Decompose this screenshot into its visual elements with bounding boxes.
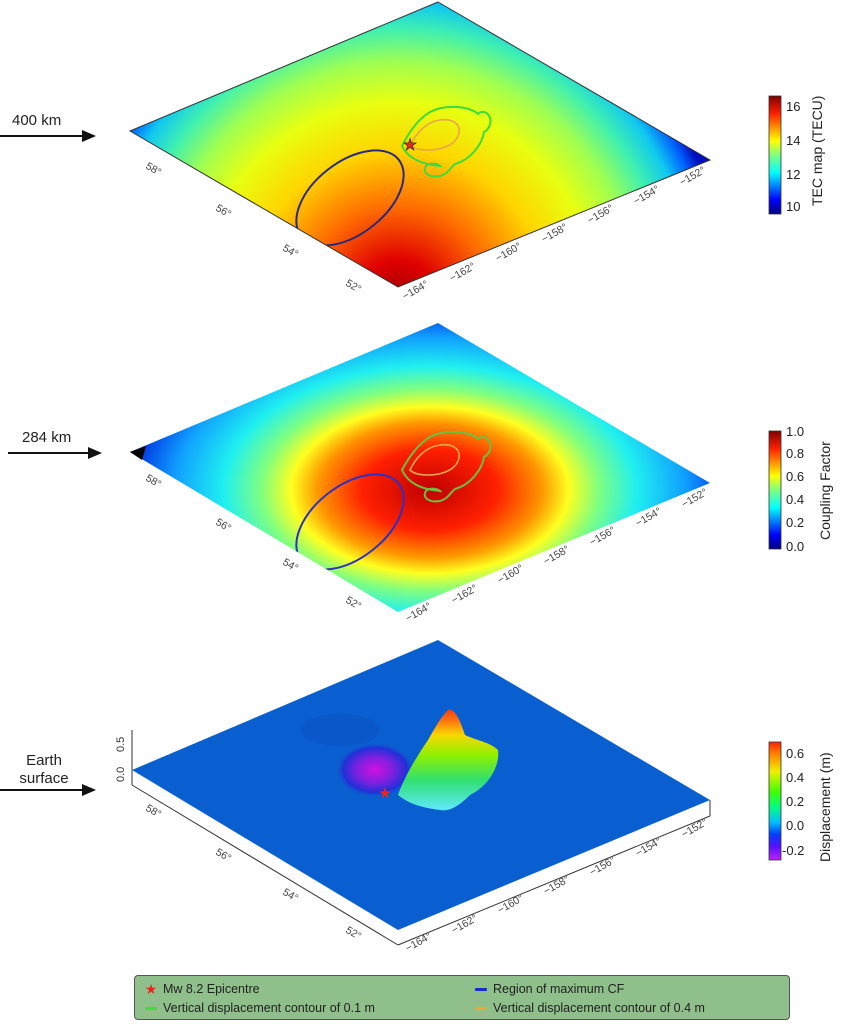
subsidence-region [333,740,417,800]
svg-text:58°: 58° [144,160,164,178]
svg-text:−160°: −160° [496,892,526,916]
svg-text:1.0: 1.0 [786,424,804,439]
layer-label-400km: 400 km [12,112,62,129]
contour-0-1m [400,106,492,178]
svg-text:−162°: −162° [450,912,480,936]
legend-item-contour-0-1: Vertical displacement contour of 0.1 m [139,1000,375,1016]
svg-text:−152°: −152° [680,816,710,840]
red-star-icon: ★ [144,980,158,997]
displacement-colorbar: -0.2 0.0 0.2 0.4 0.6 Displacement (m) [768,741,833,862]
svg-text:0.2: 0.2 [786,515,804,530]
svg-text:56°: 56° [214,202,234,220]
tec-map-panel: ★ [128,1,712,288]
coupling-factor-surface [130,323,710,612]
epicentre-star-icon: ★ [403,137,417,154]
legend: ★ Mw 8.2 Epicentre Region of maximum CF … [134,975,790,1020]
svg-text:56°: 56° [214,846,234,864]
svg-text:52°: 52° [344,277,364,295]
green-line-icon [139,1006,163,1010]
svg-text:0.0: 0.0 [786,818,804,833]
svg-text:54°: 54° [281,242,301,260]
svg-text:10: 10 [786,199,800,214]
svg-text:−156°: −156° [588,854,618,878]
layer-label-earth-surface: Earth surface [19,752,69,787]
svg-text:−154°: −154° [634,835,664,859]
svg-text:−164°: −164° [404,930,434,954]
legend-item-epicentre: ★ Mw 8.2 Epicentre [139,981,260,997]
svg-text:0.4: 0.4 [786,492,804,507]
svg-text:54°: 54° [281,556,301,574]
arrow-icon [88,447,102,459]
svg-text:12: 12 [786,167,800,182]
layer-arrows [0,130,102,796]
contour-0-1m [400,431,492,503]
svg-text:0.6: 0.6 [786,469,804,484]
svg-text:−158°: −158° [542,873,572,897]
arrow-icon [82,784,96,796]
coupling-colorbar-title: Coupling Factor [817,441,833,540]
orange-line-icon [469,1006,493,1010]
svg-text:56°: 56° [214,516,234,534]
svg-text:58°: 58° [144,802,164,820]
svg-text:58°: 58° [144,472,164,490]
svg-text:52°: 52° [344,924,364,942]
layer-label-284km: 284 km [22,429,72,446]
svg-text:54°: 54° [281,886,301,904]
blue-line-icon [469,987,493,991]
tec-colorbar-title: TEC map (TECU) [809,96,825,206]
legend-item-max-cf: Region of maximum CF [469,981,624,997]
epicentre-star-icon: ★ [378,785,391,802]
svg-text:14: 14 [786,133,800,148]
contour-0-4m [409,443,460,476]
displacement-panel: ★ 0.0 0.5 [115,640,711,946]
svg-text:0.0: 0.0 [786,539,804,554]
z-tick-0: 0.0 [115,767,127,782]
uplift-peak [398,709,499,811]
svg-text:0.6: 0.6 [786,746,804,761]
z-tick-1: 0.5 [115,737,127,752]
coupling-factor-panel [130,323,710,612]
svg-text:0.8: 0.8 [786,446,804,461]
contour-0-4m [409,118,460,151]
svg-text:-0.2: -0.2 [782,843,804,858]
legend-item-contour-0-4: Vertical displacement contour of 0.4 m [469,1000,705,1016]
tec-map-surface [128,1,712,288]
svg-text:52°: 52° [344,594,364,612]
arrow-icon [82,130,96,142]
coupling-colorbar: 0.0 0.2 0.4 0.6 0.8 1.0 Coupling Factor [768,424,833,554]
svg-text:0.2: 0.2 [786,794,804,809]
svg-text:0.4: 0.4 [786,770,804,785]
displacement-colorbar-title: Displacement (m) [817,752,833,862]
tec-colorbar: 10 12 14 16 TEC map (TECU) [768,96,825,215]
svg-text:16: 16 [786,99,800,114]
